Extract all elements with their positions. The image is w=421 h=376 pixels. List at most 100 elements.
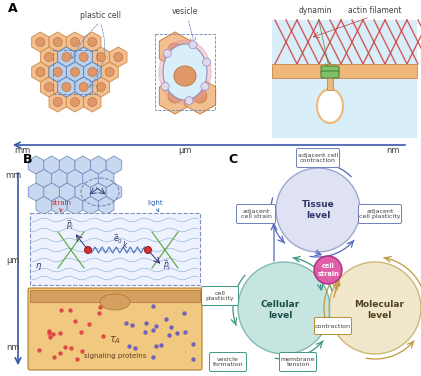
Text: membrane
tension: membrane tension	[281, 356, 315, 367]
Ellipse shape	[174, 66, 196, 86]
Polygon shape	[28, 183, 44, 201]
Polygon shape	[67, 197, 83, 214]
Circle shape	[238, 262, 330, 354]
Circle shape	[203, 58, 210, 66]
Text: Cellular
level: Cellular level	[260, 300, 300, 320]
Polygon shape	[67, 92, 84, 112]
Polygon shape	[83, 197, 99, 214]
Text: contraction: contraction	[315, 323, 351, 329]
Polygon shape	[49, 62, 67, 82]
Polygon shape	[84, 62, 101, 82]
Text: $\eta$: $\eta$	[35, 261, 42, 272]
Polygon shape	[106, 156, 122, 174]
Text: adjacent cell
contraction: adjacent cell contraction	[298, 153, 338, 164]
Circle shape	[70, 68, 80, 76]
Text: $\vec{p}_j$: $\vec{p}_j$	[163, 259, 171, 273]
Text: signaling proteins: signaling proteins	[84, 353, 146, 359]
Polygon shape	[92, 77, 109, 97]
Text: nm: nm	[386, 146, 400, 155]
Polygon shape	[52, 170, 67, 188]
Bar	[272, 20, 417, 138]
Circle shape	[88, 38, 97, 47]
Circle shape	[36, 68, 45, 76]
Polygon shape	[75, 77, 92, 97]
FancyBboxPatch shape	[202, 287, 239, 305]
Polygon shape	[32, 32, 49, 52]
Ellipse shape	[159, 40, 211, 104]
FancyBboxPatch shape	[237, 205, 275, 223]
FancyBboxPatch shape	[280, 353, 317, 371]
Circle shape	[163, 49, 171, 58]
Circle shape	[45, 53, 53, 62]
Text: plastic cell: plastic cell	[80, 11, 120, 20]
Text: mm: mm	[5, 171, 21, 180]
Circle shape	[88, 97, 97, 106]
Text: vesicle: vesicle	[172, 7, 198, 16]
Text: dynamin: dynamin	[298, 6, 332, 15]
FancyBboxPatch shape	[314, 317, 352, 335]
Circle shape	[193, 89, 207, 103]
Polygon shape	[67, 170, 83, 188]
Polygon shape	[109, 47, 127, 67]
Polygon shape	[44, 183, 59, 201]
Text: $\tau_A$: $\tau_A$	[109, 334, 121, 346]
Text: B: B	[23, 153, 32, 166]
FancyBboxPatch shape	[28, 288, 202, 370]
FancyBboxPatch shape	[210, 353, 247, 371]
Text: A: A	[8, 2, 18, 15]
Bar	[327, 64, 333, 90]
Text: actin filament: actin filament	[348, 6, 402, 15]
Polygon shape	[84, 62, 101, 82]
Polygon shape	[75, 47, 92, 67]
Circle shape	[105, 68, 114, 76]
Polygon shape	[75, 183, 91, 201]
Bar	[30, 290, 200, 302]
Text: strain: strain	[52, 200, 72, 212]
Polygon shape	[75, 77, 92, 97]
Circle shape	[79, 53, 88, 62]
FancyBboxPatch shape	[359, 205, 402, 223]
Circle shape	[62, 82, 71, 91]
Polygon shape	[160, 32, 191, 68]
Polygon shape	[44, 156, 59, 174]
Circle shape	[276, 168, 360, 252]
Circle shape	[168, 89, 182, 103]
Polygon shape	[75, 47, 92, 67]
Text: mm: mm	[14, 146, 30, 155]
Polygon shape	[52, 197, 67, 214]
Polygon shape	[75, 156, 91, 174]
Text: μm: μm	[6, 256, 20, 265]
Text: $\vec{p}_i$: $\vec{p}_i$	[66, 218, 75, 232]
Circle shape	[114, 53, 123, 62]
Circle shape	[85, 247, 91, 253]
Polygon shape	[99, 170, 114, 188]
Polygon shape	[58, 77, 75, 97]
Polygon shape	[32, 62, 49, 82]
Text: light: light	[147, 200, 163, 212]
Polygon shape	[36, 170, 52, 188]
Text: adjacent
cell plasticity: adjacent cell plasticity	[359, 209, 401, 220]
Text: nm: nm	[6, 343, 20, 352]
Polygon shape	[40, 47, 58, 67]
Ellipse shape	[163, 44, 207, 100]
Polygon shape	[84, 92, 101, 112]
Text: $k$: $k$	[122, 239, 129, 250]
Circle shape	[314, 256, 342, 284]
Polygon shape	[67, 32, 84, 52]
Polygon shape	[91, 156, 106, 174]
Polygon shape	[58, 47, 75, 67]
Circle shape	[201, 82, 209, 91]
Text: μm: μm	[178, 146, 192, 155]
Circle shape	[53, 68, 62, 76]
Text: cell
plasticity: cell plasticity	[206, 291, 234, 302]
Circle shape	[70, 38, 80, 47]
Circle shape	[53, 97, 62, 106]
Circle shape	[53, 38, 62, 47]
Circle shape	[70, 97, 80, 106]
Polygon shape	[58, 77, 75, 97]
Polygon shape	[91, 183, 106, 201]
Polygon shape	[92, 47, 109, 67]
Polygon shape	[49, 32, 67, 52]
Polygon shape	[28, 156, 44, 174]
Polygon shape	[99, 197, 114, 214]
